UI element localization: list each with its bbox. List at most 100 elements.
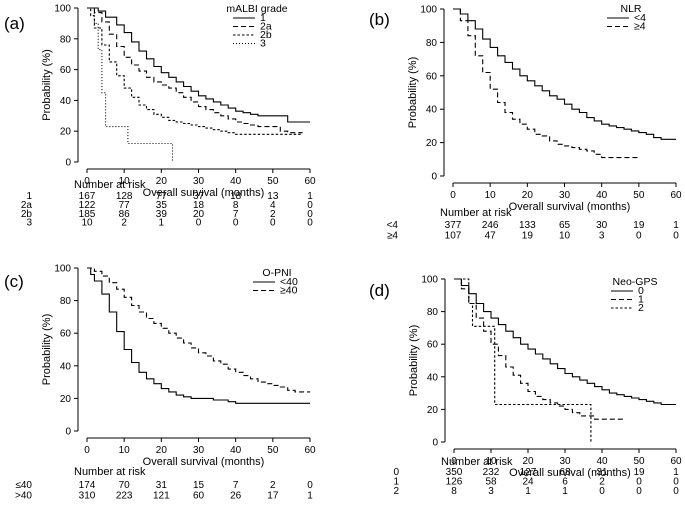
survival-curve-1 xyxy=(453,8,676,140)
risk-count: 0 xyxy=(673,486,679,497)
y-tick-label: 40 xyxy=(60,96,72,107)
risk-count: 10 xyxy=(559,231,571,242)
y-tick-label: 0 xyxy=(65,158,71,169)
risk-count: 6 xyxy=(562,477,568,488)
panel-label: (a) xyxy=(4,14,25,33)
risk-count: 65 xyxy=(559,220,571,231)
panel-label: (b) xyxy=(369,10,390,29)
y-tick-label: 40 xyxy=(426,105,438,116)
risk-count: 121 xyxy=(153,491,170,502)
risk-count: 2 xyxy=(121,218,127,229)
x-tick-label: 50 xyxy=(633,456,645,467)
legend-entry: <4 xyxy=(634,12,646,24)
x-tick-label: 0 xyxy=(84,445,90,456)
survival-curve-2 xyxy=(87,7,303,134)
risk-row-label: 2 xyxy=(393,486,399,497)
risk-count: 174 xyxy=(79,480,96,491)
x-tick-label: 0 xyxy=(84,176,90,187)
x-tick-label: 20 xyxy=(522,456,534,467)
risk-count: 47 xyxy=(485,231,497,242)
risk-row-label: 0 xyxy=(393,467,399,478)
legend-entry: ≥4 xyxy=(634,21,646,33)
y-axis-label: Probability (%) xyxy=(41,314,53,386)
legend-entry: 2b xyxy=(260,29,272,41)
risk-count: 232 xyxy=(483,467,500,478)
x-tick-label: 30 xyxy=(193,445,205,456)
x-axis-label: Overall survival (months) xyxy=(143,187,265,199)
risk-count: 7 xyxy=(233,209,239,220)
legend-title: NLR xyxy=(620,3,641,15)
risk-count: 0 xyxy=(636,477,642,488)
y-tick-label: 100 xyxy=(54,4,71,15)
risk-count: 7 xyxy=(233,480,239,491)
x-tick-label: 10 xyxy=(119,445,131,456)
survival-curve-2 xyxy=(454,278,625,420)
risk-row-label: ≥4 xyxy=(387,231,398,242)
risk-count: 0 xyxy=(307,218,313,229)
y-tick-label: 80 xyxy=(60,296,72,307)
legend-entry: 2a xyxy=(260,21,272,33)
risk-count: 18 xyxy=(193,200,205,211)
y-tick-label: 100 xyxy=(54,264,71,275)
risk-count: 19 xyxy=(633,467,645,478)
risk-count: 127 xyxy=(520,467,537,478)
y-tick-label: 20 xyxy=(427,405,439,416)
survival-curve-1 xyxy=(87,7,310,123)
risk-count: 77 xyxy=(119,200,131,211)
legend-entry: 0 xyxy=(638,285,644,297)
risk-table-title: Number at risk xyxy=(440,207,512,219)
risk-count: 15 xyxy=(193,480,205,491)
y-axis-label: Probability (%) xyxy=(407,57,419,129)
risk-row-label: 1 xyxy=(393,477,399,488)
y-axis-label: Probability (%) xyxy=(41,49,53,121)
risk-count: 0 xyxy=(599,486,605,497)
risk-count: 185 xyxy=(79,209,96,220)
x-tick-label: 60 xyxy=(304,176,316,187)
risk-row-label: 1 xyxy=(26,191,32,202)
x-tick-label: 10 xyxy=(119,176,131,187)
risk-count: 350 xyxy=(446,467,463,478)
y-tick-label: 80 xyxy=(60,34,72,45)
risk-count: 122 xyxy=(79,200,96,211)
x-tick-label: 20 xyxy=(156,445,168,456)
risk-count: 1 xyxy=(673,467,679,478)
survival-curve-3 xyxy=(454,278,592,442)
x-tick-label: 30 xyxy=(559,456,571,467)
legend-entry: <40 xyxy=(280,276,298,288)
risk-row-label: >40 xyxy=(15,491,32,502)
risk-count: 2 xyxy=(270,209,276,220)
x-tick-label: 10 xyxy=(485,456,497,467)
risk-count: 70 xyxy=(119,480,131,491)
y-tick-label: 80 xyxy=(427,307,439,318)
risk-count: 0 xyxy=(636,231,642,242)
legend-title: O-PNI xyxy=(262,267,291,279)
risk-count: 223 xyxy=(116,491,133,502)
risk-count: 19 xyxy=(522,231,534,242)
y-tick-label: 100 xyxy=(421,275,438,286)
risk-count: 19 xyxy=(633,220,645,231)
risk-count: 0 xyxy=(233,218,239,229)
risk-count: 1 xyxy=(673,220,679,231)
risk-count: 246 xyxy=(482,220,499,231)
x-tick-label: 50 xyxy=(267,445,279,456)
risk-count: 3 xyxy=(488,486,494,497)
x-tick-label: 50 xyxy=(633,190,645,201)
risk-count: 1 xyxy=(307,491,313,502)
risk-row-label: 2b xyxy=(21,209,33,220)
legend-entry: 3 xyxy=(260,38,266,50)
risk-table-title: Number at risk xyxy=(74,466,146,478)
y-tick-label: 100 xyxy=(420,5,437,16)
x-tick-label: 50 xyxy=(267,176,279,187)
legend-title: mALBI grade xyxy=(226,3,287,15)
risk-table-title: Number at risk xyxy=(441,456,513,468)
x-tick-label: 60 xyxy=(304,445,316,456)
risk-count: 310 xyxy=(79,491,96,502)
x-tick-label: 40 xyxy=(230,445,242,456)
risk-count: 8 xyxy=(451,486,457,497)
risk-count: 35 xyxy=(156,200,168,211)
risk-count: 2 xyxy=(270,480,276,491)
x-tick-label: 20 xyxy=(156,176,168,187)
